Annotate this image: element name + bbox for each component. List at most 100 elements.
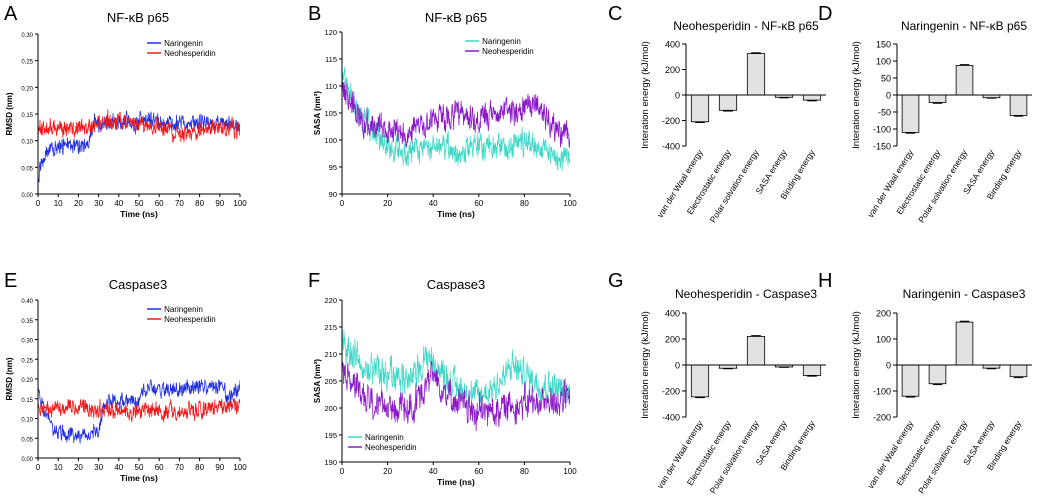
series-line-naringenin [38,379,240,444]
y-tick-label: 200 [665,65,680,75]
y-tick-label: 205 [324,377,337,386]
legend-label: Neohesperidin [164,49,216,58]
series-line-neohesperidin [38,397,240,423]
x-tick-label: 20 [383,199,392,208]
y-tick-label: 90 [329,190,337,199]
x-tick-label: 10 [54,463,63,472]
y-tick-label: 0.10 [21,140,33,146]
y-tick-label: -200 [662,116,680,126]
x-tick-label: 50 [135,199,144,208]
bar [1009,364,1028,378]
panel-title-C: Neohesperidin - NF-κB p65 [673,19,819,33]
panel-letter-C: C [608,3,622,25]
bar [901,364,920,397]
panel-letter-G: G [608,270,624,292]
y-tick-label: 210 [324,350,337,359]
series-line-naringenin [342,66,570,171]
panel-title-A: NF-κB p65 [107,10,169,25]
y-tick-label: 0.30 [21,339,33,345]
panel-title-H: Naringenin - Caspase3 [903,287,1026,301]
y-tick-label: 150 [876,40,891,50]
series-line-neohesperidin [342,361,570,432]
y-tick-label: 200 [876,309,891,319]
x-tick-label: 20 [383,467,392,476]
y-axis-label: SASA (nm²) [313,359,322,403]
y-tick-label: 0.25 [21,358,33,364]
y-tick-label: 0.15 [21,398,33,404]
x-tick-label: 80 [195,199,204,208]
panel-letter-D: D [818,3,832,25]
category-label: van der Waal energy [865,147,915,219]
category-label: van der Waal energy [865,418,915,490]
bar [690,364,710,398]
panel-letter-F: F [308,270,320,292]
y-tick-label: 0.35 [21,319,33,325]
y-tick-label: 200 [324,404,337,413]
x-tick-label: 40 [429,199,438,208]
y-tick-label: 115 [325,55,337,64]
x-tick-label: 40 [114,463,123,472]
x-tick-label: 20 [74,199,83,208]
panel-F: F Caspase3 0 20 40 60 80 100 190 195 200 205 210 215 2… [308,270,577,487]
x-axis-label: Time (ns) [120,473,158,483]
x-axis-label: Time (ns) [120,209,158,219]
x-tick-label: 80 [520,199,529,208]
panel-title-B: NF-κB p65 [425,10,487,25]
x-tick-label: 30 [94,463,103,472]
x-tick-label: 60 [155,463,164,472]
panel-letter-B: B [308,3,321,25]
y-tick-label: 0.20 [21,86,33,92]
y-tick-label: -50 [878,108,891,118]
y-axis-label: Interation energy (kJ/mol) [851,41,862,149]
panel-title-E: Caspase3 [109,277,168,292]
legend-label: Neohesperidin [482,47,534,56]
x-tick-label: 90 [215,199,224,208]
y-tick-label: 190 [324,458,337,467]
bar [802,364,822,376]
y-tick-label: 220 [324,296,337,305]
x-tick-label: 60 [474,199,483,208]
x-tick-label: 30 [94,199,103,208]
x-tick-label: 100 [563,199,577,208]
y-tick-label: -150 [873,142,891,152]
panel-letter-A: A [4,3,18,25]
x-tick-label: 60 [474,467,483,476]
x-tick-label: 100 [233,199,247,208]
category-label: Polar solvation energy [916,147,969,224]
panel-letter-E: E [4,270,17,292]
category-label: Polar solvation energy [916,418,969,495]
y-tick-label: 400 [665,309,680,319]
y-tick-label: 120 [324,28,337,37]
y-tick-label: 0.25 [21,60,33,66]
x-tick-label: 90 [215,463,224,472]
y-tick-label: 100 [876,335,891,345]
y-tick-label: 0 [886,91,891,101]
x-tick-label: 80 [195,463,204,472]
y-axis-label: Interation energy (kJ/mol) [640,41,651,149]
y-tick-label: 0 [886,361,891,371]
y-tick-label: 0.10 [21,418,33,424]
bar [718,94,738,111]
y-axis-label: RMSD (nm) [5,92,14,135]
y-tick-label: 0.05 [21,166,33,172]
panel-title-F: Caspase3 [427,277,486,292]
category-label: Polar solvation energy [708,418,761,495]
legend-label: Naringenin [482,37,521,46]
bar [928,364,947,385]
bar [955,321,974,366]
x-axis-label: Time (ns) [437,477,475,487]
y-tick-label: 0.40 [21,299,33,305]
series-line-naringenin [38,110,240,183]
panel-A: A NF-κB p65 0 10 20 30 40 50 60 70 80 90 100 0.00 0.05… [4,3,247,219]
y-axis-label: SASA (nm²) [313,91,322,135]
x-tick-label: 0 [340,199,345,208]
y-tick-label: 50 [881,74,891,84]
y-tick-label: -200 [873,413,891,423]
y-tick-label: -400 [662,413,680,423]
x-tick-label: 40 [429,467,438,476]
x-tick-label: 100 [563,467,577,476]
